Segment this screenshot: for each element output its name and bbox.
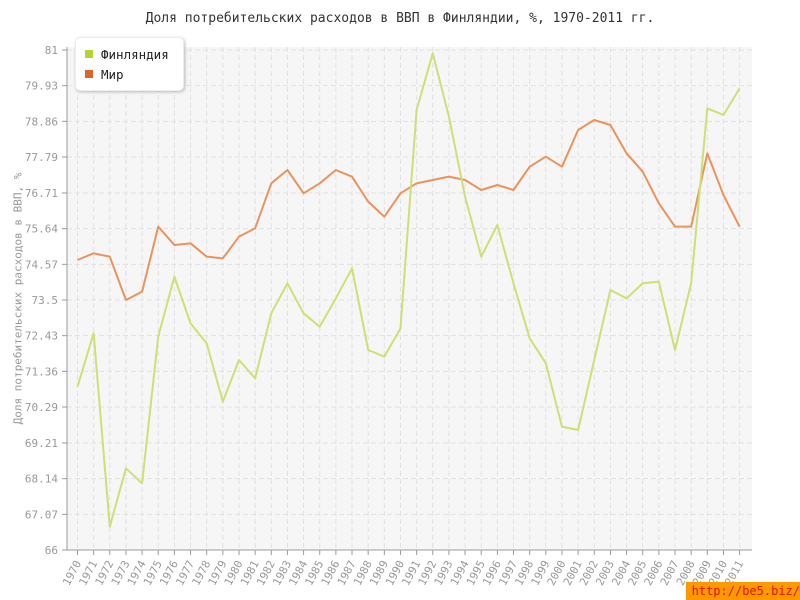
y-tick-label: 67.07 bbox=[25, 508, 58, 521]
legend-label-finland: Финляндия bbox=[101, 46, 169, 62]
y-tick-label: 71.36 bbox=[25, 365, 58, 378]
finland-line bbox=[76, 52, 741, 528]
plot-area bbox=[67, 47, 752, 550]
y-tick-label: 76.71 bbox=[25, 187, 58, 200]
y-tick-label: 68.14 bbox=[25, 473, 58, 486]
y-tick-label: 75.64 bbox=[25, 223, 58, 236]
y-tick-label: 77.79 bbox=[25, 151, 58, 164]
y-tick-label: 81 bbox=[45, 44, 58, 57]
y-axis-title: Доля потребительских расходов в ВВП, % bbox=[11, 172, 25, 425]
world-marker bbox=[85, 70, 93, 78]
legend-label-world: Мир bbox=[101, 66, 124, 82]
y-tick-label: 69.21 bbox=[25, 437, 58, 450]
y-tick-label: 73.5 bbox=[32, 294, 59, 307]
legend: Финляндия Мир bbox=[75, 37, 184, 91]
y-tick-label: 66 bbox=[45, 544, 58, 557]
chart-title: Доля потребительских расходов в ВВП в Фи… bbox=[145, 11, 655, 26]
watermark-link[interactable]: http://be5.biz/ bbox=[685, 582, 800, 600]
legend-item-finland[interactable]: Финляндия bbox=[85, 44, 169, 64]
y-tick-label: 78.86 bbox=[25, 115, 58, 128]
y-tick-label: 70.29 bbox=[25, 401, 58, 414]
y-tick-label: 79.93 bbox=[25, 80, 58, 93]
finland-marker bbox=[85, 50, 93, 58]
world-line bbox=[77, 119, 741, 301]
y-tick-label: 72.43 bbox=[25, 330, 58, 343]
legend-item-world[interactable]: Мир bbox=[85, 64, 169, 84]
y-tick-label: 74.57 bbox=[25, 258, 58, 271]
